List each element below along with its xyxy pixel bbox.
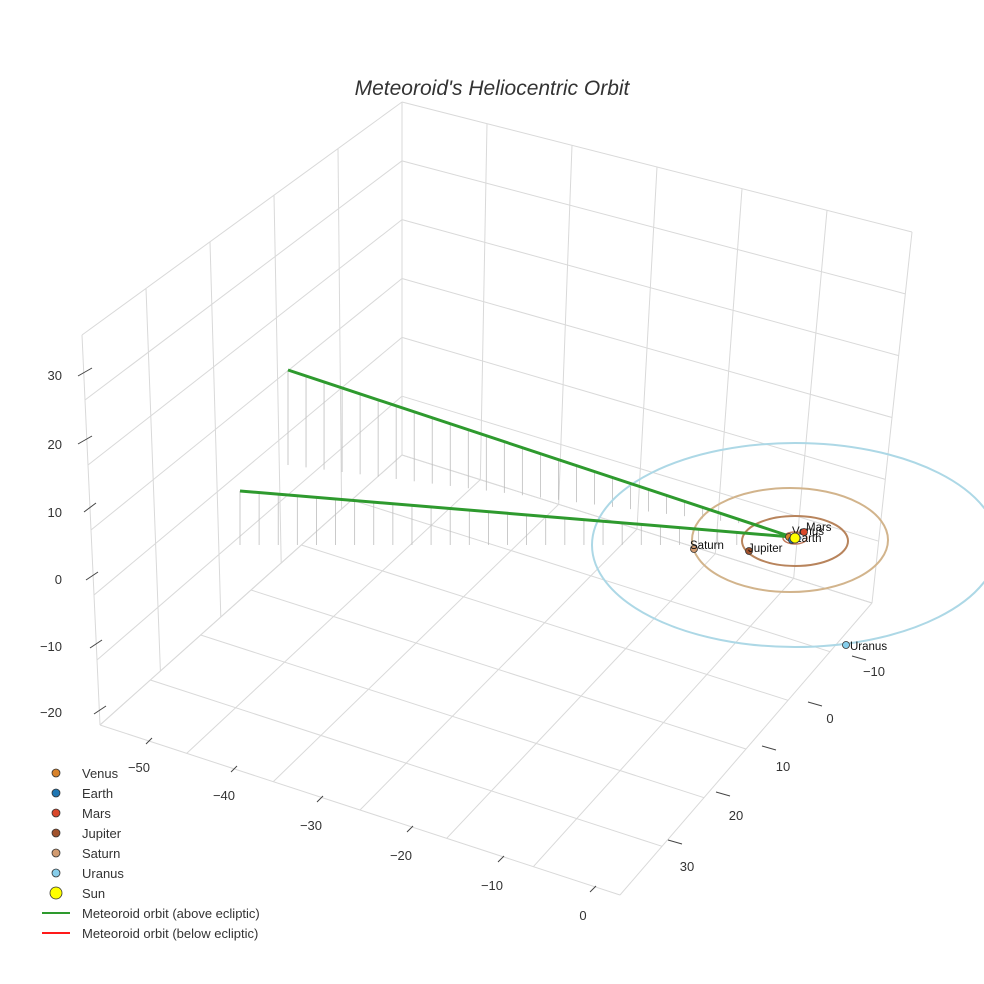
z-tick-mark <box>77 367 93 377</box>
legend-label: Uranus <box>82 866 124 881</box>
legend-label: Sun <box>82 886 105 901</box>
grid-line <box>532 577 795 868</box>
y-tick-mark <box>667 839 683 845</box>
z-tick-label: 0 <box>55 572 62 587</box>
y-tick-mark <box>851 655 867 661</box>
planet-marker <box>690 545 698 553</box>
planet-label: Uranus <box>850 641 887 653</box>
planet-orbits <box>591 442 984 648</box>
x-tick-label: −40 <box>213 788 235 803</box>
x-tick-label: −10 <box>481 878 503 893</box>
y-tick-mark <box>807 701 823 707</box>
grid-line <box>446 553 716 839</box>
y-tick-mark <box>761 745 777 751</box>
x-tick-mark <box>316 795 324 803</box>
z-tick-mark <box>93 705 107 715</box>
planet-label: Jupiter <box>748 543 783 555</box>
grid-line <box>401 336 886 480</box>
uranus-orbit <box>591 442 984 648</box>
grid-line <box>619 602 873 896</box>
legend-marker <box>51 868 61 878</box>
grid-line <box>90 278 403 531</box>
grid-line <box>87 219 403 466</box>
z-tick-mark <box>83 502 97 513</box>
planet-label: Earth <box>794 533 822 545</box>
z-tick-label: −10 <box>40 639 62 654</box>
z-tick-label: 20 <box>48 437 62 452</box>
legend-marker <box>51 808 61 818</box>
legend-label: Earth <box>82 786 113 801</box>
x-tick-mark <box>230 765 238 773</box>
x-tick-mark <box>406 825 414 833</box>
legend-marker <box>51 828 61 838</box>
axis-grid <box>81 101 913 896</box>
legend-label: Venus <box>82 766 119 781</box>
grid-line <box>81 101 403 336</box>
legend: Venus Earth Mars Jupiter Saturn Uranus Sun Mete… <box>42 766 260 941</box>
orbit-droplines <box>239 370 758 545</box>
legend-marker <box>49 886 63 900</box>
grid-line <box>84 160 403 401</box>
grid-line <box>272 503 560 783</box>
z-tick-mark <box>77 435 93 445</box>
meteoroid-orbit <box>239 368 793 539</box>
z-tick-label: −20 <box>40 705 62 720</box>
sun-marker <box>789 532 801 544</box>
jupiter-orbit <box>741 515 849 567</box>
planet-label: Mars <box>806 522 832 534</box>
legend-label: Meteoroid orbit (above ecliptic) <box>82 906 260 921</box>
saturn-orbit <box>691 487 889 593</box>
grid-line <box>93 336 403 596</box>
meteoroid-orbit-upper-arm <box>287 368 793 539</box>
planet-marker <box>842 641 850 649</box>
planet-label: Venus <box>792 526 824 538</box>
x-tick-mark <box>497 855 505 863</box>
x-tick-label: −50 <box>128 760 150 775</box>
planet-marker <box>800 528 808 536</box>
y-tick-label: 10 <box>776 759 790 774</box>
x-tick-label: 0 <box>579 908 586 923</box>
z-tick-label: 10 <box>48 505 62 520</box>
legend-label: Meteoroid orbit (below ecliptic) <box>82 926 258 941</box>
planet-label: Saturn <box>690 540 724 552</box>
z-tick-mark <box>89 639 103 649</box>
axis-ticks: 30 20 10 0 −10 −20 0 −10 −20 −30 −40 −50 −10 0 10 20 30 <box>40 367 885 923</box>
meteoroid-orbit-lower-arm <box>239 489 793 539</box>
grid-line <box>401 101 913 233</box>
x-tick-mark <box>145 737 153 745</box>
legend-label: Saturn <box>82 846 120 861</box>
y-tick-label: 20 <box>729 808 743 823</box>
grid-line <box>401 278 893 418</box>
grid-line <box>401 219 899 357</box>
y-tick-mark <box>715 791 731 797</box>
z-tick-mark <box>85 571 99 581</box>
y-tick-label: 0 <box>826 711 833 726</box>
y-tick-label: 30 <box>680 859 694 874</box>
planet-marker <box>745 547 753 555</box>
legend-marker <box>51 788 61 798</box>
grid-line <box>401 160 906 295</box>
x-tick-label: −20 <box>390 848 412 863</box>
z-tick-label: 30 <box>48 368 62 383</box>
grid-line <box>96 395 403 661</box>
legend-label: Jupiter <box>82 826 122 841</box>
legend-label: Mars <box>82 806 111 821</box>
chart-title: Meteoroid's Heliocentric Orbit <box>355 77 631 100</box>
x-tick-label: −30 <box>300 818 322 833</box>
mars-orbit <box>782 531 808 545</box>
x-tick-mark <box>589 885 597 893</box>
legend-marker <box>51 848 61 858</box>
y-tick-label: −10 <box>863 664 885 679</box>
grid-line <box>359 528 638 811</box>
legend-marker <box>51 768 61 778</box>
